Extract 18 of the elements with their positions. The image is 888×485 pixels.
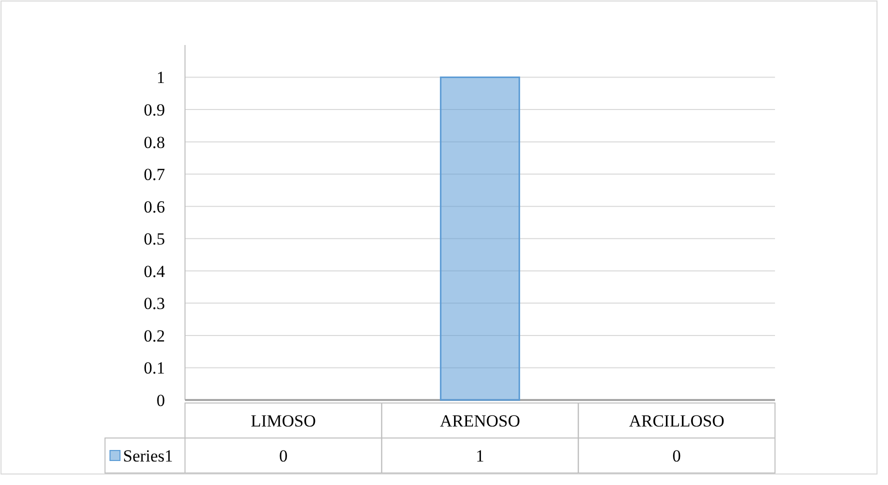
legend-label: Series1 bbox=[123, 446, 174, 466]
y-tick-label: 0.2 bbox=[144, 326, 165, 346]
y-tick-label: 1 bbox=[156, 68, 165, 88]
y-tick-label: 0.3 bbox=[144, 294, 165, 314]
data-label: 1 bbox=[476, 446, 484, 466]
data-label: 0 bbox=[279, 446, 288, 466]
y-tick-label: 0.7 bbox=[144, 165, 166, 184]
y-tick-label: 0.6 bbox=[144, 197, 165, 216]
x-tick-label: ARCILLOSO bbox=[628, 411, 724, 430]
data-label: 0 bbox=[672, 446, 681, 466]
y-tick-label: 0.4 bbox=[144, 262, 166, 281]
y-tick-label: 0.9 bbox=[144, 100, 165, 120]
x-tick-label: LIMOSO bbox=[250, 411, 316, 430]
y-tick-label: 0.8 bbox=[144, 132, 165, 152]
y-tick-label: 0.1 bbox=[144, 358, 165, 378]
y-tick-label: 0.5 bbox=[144, 230, 165, 249]
y-tick-label: 0 bbox=[156, 390, 165, 410]
x-tick-label: ARENOSO bbox=[440, 411, 520, 430]
